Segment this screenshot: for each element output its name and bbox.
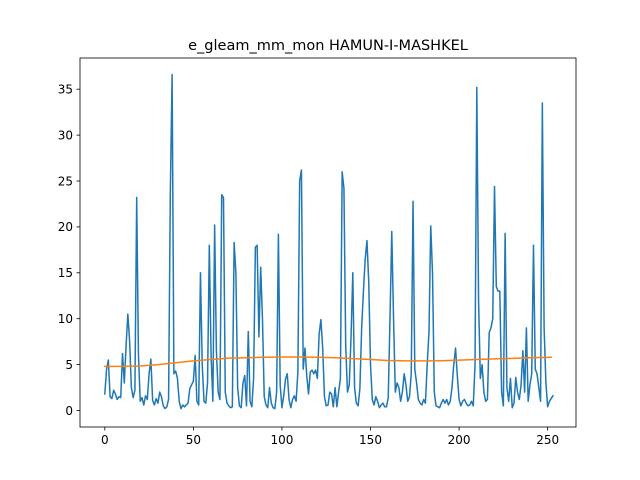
x-tick-label: 250 — [536, 433, 559, 447]
y-tick-label: 30 — [58, 128, 73, 142]
y-axis: 0 5 10 15 20 25 30 35 — [58, 83, 80, 418]
x-tick-label: 100 — [270, 433, 293, 447]
x-axis: 0 50 100 150 200 250 — [101, 427, 559, 447]
series-line-1 — [103, 73, 555, 410]
y-tick-label: 5 — [65, 358, 73, 372]
series-layer — [103, 73, 555, 410]
y-tick-label: 20 — [58, 220, 73, 234]
y-tick-label: 10 — [58, 312, 73, 326]
series-line-2 — [104, 356, 552, 368]
chart-title: e_gleam_mm_mon HAMUN-I-MASHKEL — [188, 38, 468, 54]
y-tick-label: 15 — [58, 266, 73, 280]
y-tick-label: 0 — [65, 404, 73, 418]
y-tick-label: 25 — [58, 174, 73, 188]
x-tick-label: 0 — [101, 433, 109, 447]
x-tick-label: 200 — [448, 433, 471, 447]
x-tick-label: 50 — [186, 433, 201, 447]
x-tick-label: 150 — [359, 433, 382, 447]
y-tick-label: 35 — [58, 83, 73, 97]
